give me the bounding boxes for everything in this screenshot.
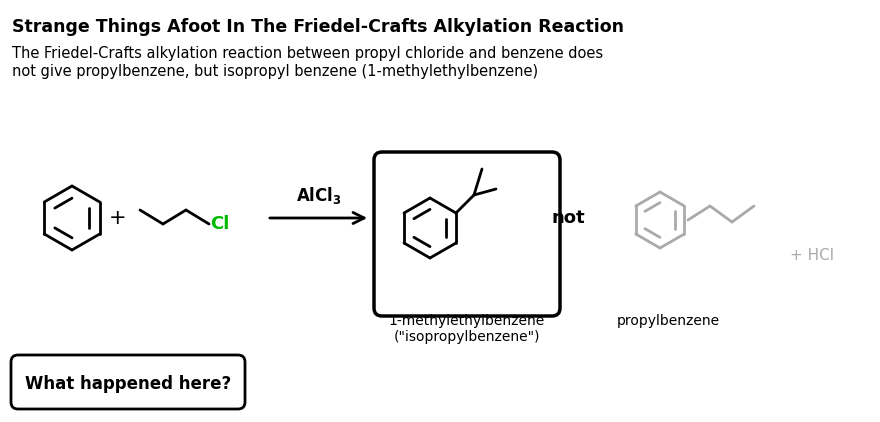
- Text: What happened here?: What happened here?: [25, 375, 231, 393]
- Text: Cl: Cl: [210, 215, 230, 233]
- FancyBboxPatch shape: [374, 152, 560, 316]
- Text: not give propylbenzene, but isopropyl benzene (1-methylethylbenzene): not give propylbenzene, but isopropyl be…: [12, 64, 539, 79]
- Text: The Friedel-Crafts alkylation reaction between propyl chloride and benzene does: The Friedel-Crafts alkylation reaction b…: [12, 46, 603, 61]
- Text: $\mathbf{AlCl_3}$: $\mathbf{AlCl_3}$: [296, 185, 341, 206]
- Text: propylbenzene: propylbenzene: [616, 314, 720, 328]
- Text: not: not: [551, 209, 585, 227]
- Text: 1-methylethylbenzene: 1-methylethylbenzene: [389, 314, 545, 328]
- Text: +: +: [109, 208, 127, 228]
- Text: + HCl: + HCl: [790, 247, 834, 262]
- Text: Strange Things Afoot In The Friedel-Crafts Alkylation Reaction: Strange Things Afoot In The Friedel-Craf…: [12, 18, 624, 36]
- Text: ("isopropylbenzene"): ("isopropylbenzene"): [393, 330, 540, 344]
- FancyBboxPatch shape: [11, 355, 245, 409]
